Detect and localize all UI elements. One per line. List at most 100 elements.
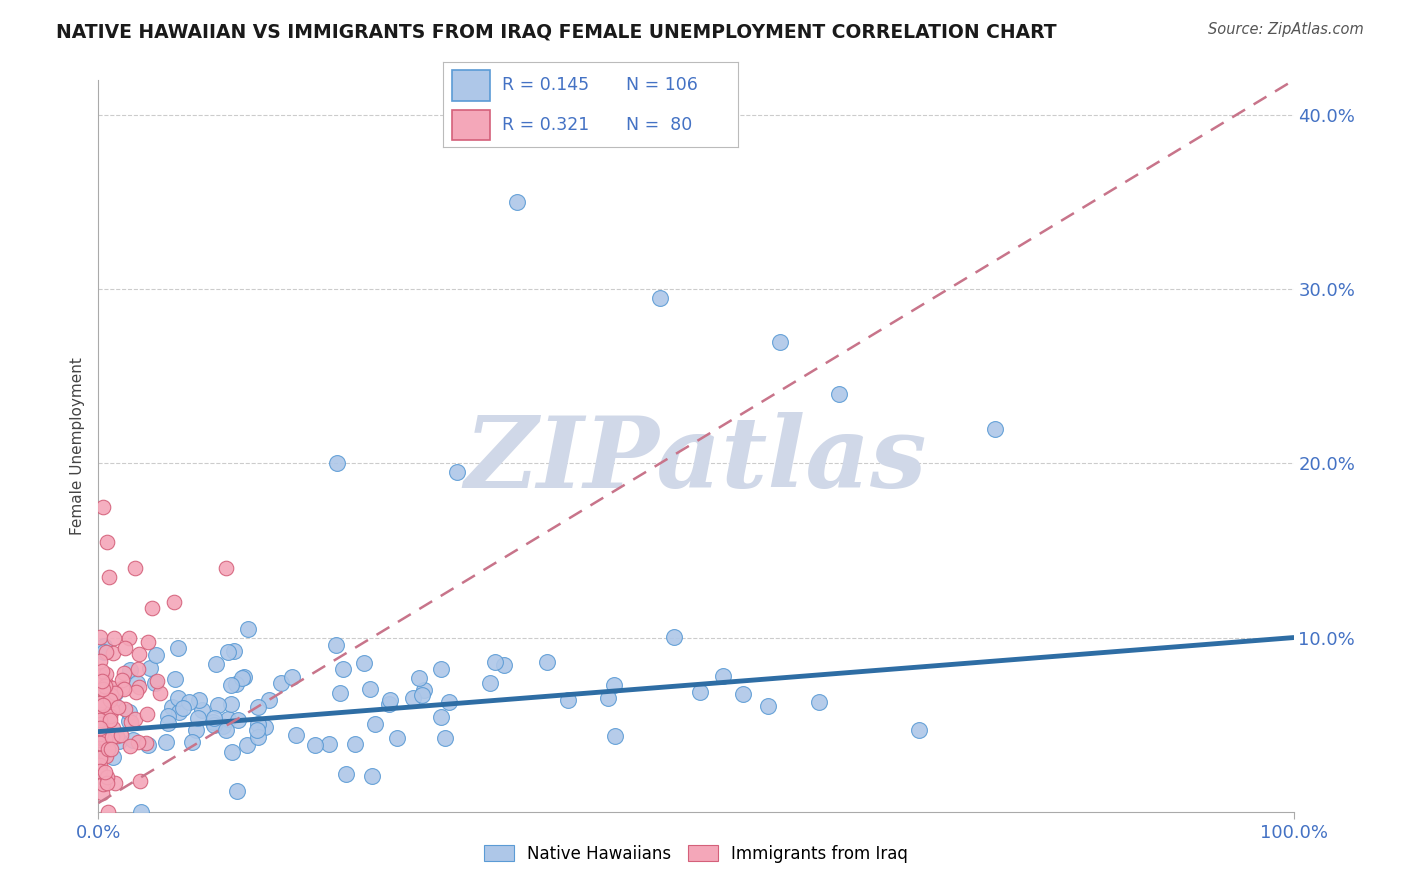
Point	[430, 710, 453, 724]
Y-axis label: Female Unemployment: Female Unemployment	[69, 357, 84, 535]
Point	[211, 719, 233, 733]
Point	[94, 645, 117, 659]
Point	[648, 291, 672, 305]
Point	[149, 686, 172, 700]
Point	[91, 500, 114, 514]
Point	[157, 715, 180, 730]
Point	[446, 465, 468, 479]
Text: N =  80: N = 80	[626, 116, 692, 134]
Point	[353, 656, 375, 670]
Point	[177, 695, 200, 709]
Point	[478, 676, 501, 690]
Point	[246, 723, 269, 738]
Point	[104, 686, 127, 700]
Point	[128, 648, 150, 662]
Point	[90, 717, 112, 731]
Point	[280, 670, 302, 684]
Point	[136, 706, 159, 721]
Point	[202, 715, 225, 730]
Point	[94, 679, 117, 693]
Point	[247, 730, 270, 744]
Point	[217, 712, 239, 726]
Point	[127, 735, 149, 749]
Text: Source: ZipAtlas.com: Source: ZipAtlas.com	[1208, 22, 1364, 37]
Legend: Native Hawaiians, Immigrants from Iraq: Native Hawaiians, Immigrants from Iraq	[477, 838, 915, 869]
Point	[118, 705, 141, 719]
Point	[506, 195, 529, 210]
Point	[89, 654, 111, 668]
Point	[120, 715, 142, 730]
Point	[145, 674, 167, 689]
Point	[219, 697, 242, 711]
Point	[828, 386, 851, 401]
Point	[104, 699, 127, 714]
Point	[128, 774, 150, 789]
Point	[181, 735, 204, 749]
Point	[120, 739, 142, 753]
Point	[89, 713, 111, 727]
Point	[226, 713, 249, 727]
Point	[187, 692, 209, 706]
Point	[98, 731, 121, 745]
Point	[202, 711, 225, 725]
Point	[96, 677, 118, 691]
Point	[689, 685, 711, 699]
Point	[359, 682, 381, 697]
Point	[253, 720, 276, 734]
Point	[89, 721, 111, 735]
Point	[124, 561, 146, 575]
Point	[89, 758, 111, 772]
Point	[326, 457, 349, 471]
Point	[118, 631, 141, 645]
Point	[364, 716, 387, 731]
Point	[96, 776, 118, 790]
Point	[112, 666, 135, 681]
Point	[103, 647, 125, 661]
Point	[96, 666, 118, 681]
Point	[101, 721, 124, 735]
Point	[226, 784, 249, 798]
Point	[104, 776, 127, 790]
Point	[98, 693, 121, 707]
Point	[143, 676, 166, 690]
Point	[96, 742, 118, 756]
Point	[141, 600, 163, 615]
Point	[325, 638, 347, 652]
FancyBboxPatch shape	[451, 70, 491, 101]
Point	[156, 708, 179, 723]
Text: R = 0.321: R = 0.321	[502, 116, 589, 134]
Point	[98, 569, 121, 583]
Point	[335, 767, 357, 781]
Point	[343, 737, 366, 751]
Point	[222, 644, 245, 658]
Point	[329, 686, 352, 700]
Point	[711, 669, 734, 683]
Point	[90, 727, 112, 741]
Point	[136, 635, 159, 649]
Point	[103, 686, 125, 700]
Point	[94, 690, 117, 704]
Point	[232, 670, 254, 684]
Point	[127, 676, 149, 690]
Point	[90, 664, 112, 678]
Point	[596, 690, 619, 705]
Point	[434, 731, 457, 746]
Point	[136, 738, 159, 752]
Point	[89, 667, 111, 681]
Point	[155, 735, 177, 749]
Point	[385, 731, 408, 745]
Point	[129, 805, 152, 819]
Point	[165, 673, 187, 687]
Point	[89, 697, 111, 711]
Point	[108, 734, 131, 748]
Point	[207, 698, 229, 712]
Point	[89, 751, 111, 765]
Point	[105, 730, 128, 744]
Point	[114, 641, 136, 656]
Point	[110, 728, 132, 742]
Point	[408, 671, 430, 685]
Point	[90, 706, 112, 721]
Point	[378, 697, 401, 711]
Point	[304, 738, 326, 752]
Point	[111, 673, 134, 687]
